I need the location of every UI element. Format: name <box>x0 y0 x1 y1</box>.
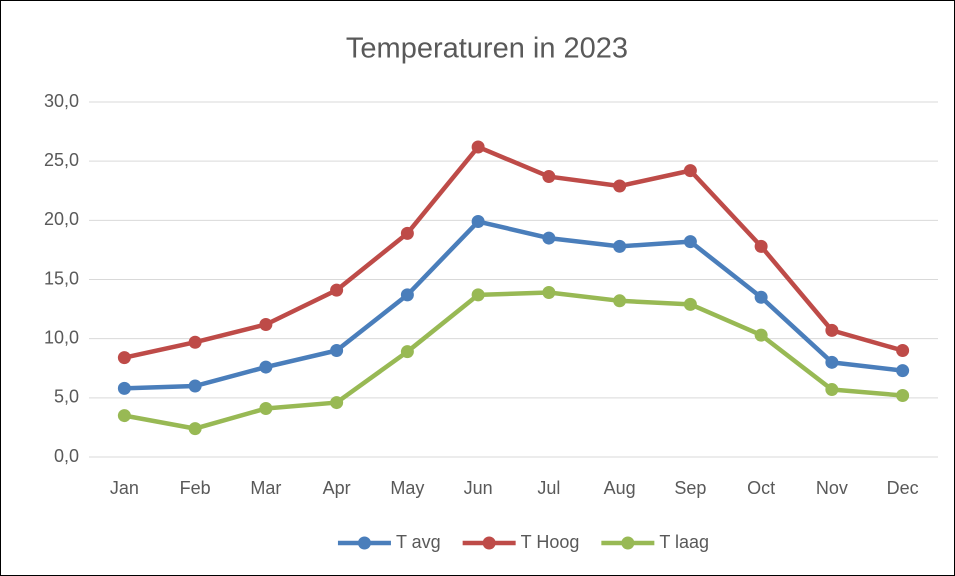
data-point <box>754 290 768 304</box>
x-tick-label: Oct <box>747 478 775 498</box>
x-tick-label: May <box>390 478 424 498</box>
y-tick-label: 0,0 <box>54 446 79 466</box>
data-point <box>825 355 839 369</box>
x-tick-label: Jan <box>110 478 139 498</box>
data-point <box>613 239 627 253</box>
data-point <box>330 396 344 410</box>
y-tick-label: 25,0 <box>44 150 79 170</box>
x-tick-label: Apr <box>323 478 351 498</box>
x-tick-label: Mar <box>250 478 281 498</box>
y-tick-label: 15,0 <box>44 268 79 288</box>
x-tick-label: Feb <box>180 478 211 498</box>
data-point <box>259 317 273 331</box>
x-tick-label: Jul <box>537 478 560 498</box>
x-tick-label: Dec <box>887 478 919 498</box>
data-point <box>117 351 131 365</box>
data-point <box>542 231 556 245</box>
legend-swatch-marker <box>357 536 371 550</box>
y-tick-label: 30,0 <box>44 91 79 111</box>
x-tick-label: Aug <box>604 478 636 498</box>
data-point <box>683 297 697 311</box>
x-tick-label: Sep <box>674 478 706 498</box>
legend-swatch-marker <box>621 536 635 550</box>
legend-label: T avg <box>396 532 441 552</box>
chart-title: Temperaturen in 2023 <box>346 33 628 65</box>
data-point <box>754 328 768 342</box>
data-point <box>188 335 202 349</box>
data-point <box>896 364 910 378</box>
data-point <box>896 388 910 402</box>
data-point <box>471 288 485 302</box>
data-point <box>330 344 344 357</box>
legend-swatch-marker <box>482 536 496 550</box>
data-point <box>117 381 131 395</box>
series-line <box>122 290 905 431</box>
data-point <box>400 345 414 359</box>
y-tick-label: 5,0 <box>54 387 79 407</box>
data-point <box>400 226 414 240</box>
series-line <box>122 144 905 360</box>
data-point <box>683 235 697 249</box>
x-tick-label: Nov <box>816 478 848 498</box>
x-tick-label: Jun <box>464 478 493 498</box>
data-point <box>330 283 344 297</box>
data-point <box>188 379 202 393</box>
data-point <box>825 323 839 337</box>
data-point <box>117 409 131 423</box>
data-point <box>613 179 627 193</box>
data-point <box>683 164 697 178</box>
data-point <box>259 401 273 415</box>
series-line <box>122 219 905 391</box>
legend: T avg T Hoog T laag <box>337 532 709 552</box>
data-point <box>613 294 627 308</box>
data-point <box>825 383 839 397</box>
legend-label: T laag <box>659 532 709 552</box>
data-point <box>471 140 485 154</box>
data-point <box>754 239 768 253</box>
y-tick-label: 20,0 <box>44 209 79 229</box>
data-point <box>400 288 414 302</box>
data-point <box>471 215 485 229</box>
legend-label: T Hoog <box>521 532 580 552</box>
data-point <box>542 170 556 184</box>
data-point <box>259 360 273 374</box>
data-point <box>188 422 202 436</box>
y-tick-label: 10,0 <box>44 327 79 347</box>
data-point <box>542 286 556 300</box>
data-point <box>896 344 910 357</box>
